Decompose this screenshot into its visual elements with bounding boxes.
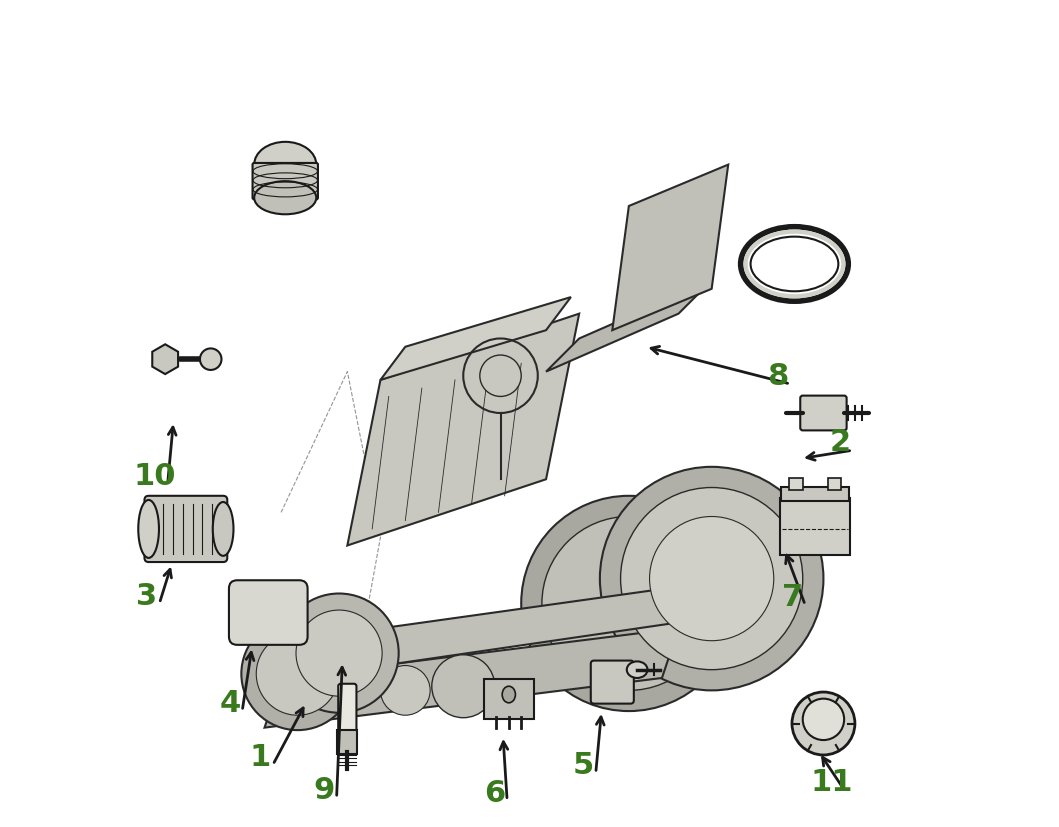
Polygon shape <box>380 298 571 380</box>
Text: 6: 6 <box>484 777 505 807</box>
Text: 4: 4 <box>219 688 240 718</box>
Circle shape <box>803 699 844 740</box>
FancyBboxPatch shape <box>144 496 228 562</box>
Text: 9: 9 <box>313 775 335 805</box>
FancyBboxPatch shape <box>782 487 849 501</box>
Text: 5: 5 <box>573 750 594 780</box>
FancyBboxPatch shape <box>484 679 534 719</box>
Polygon shape <box>298 579 736 678</box>
FancyBboxPatch shape <box>252 164 318 200</box>
FancyBboxPatch shape <box>790 479 803 490</box>
Polygon shape <box>546 281 712 372</box>
Ellipse shape <box>213 503 233 556</box>
Text: 2: 2 <box>829 428 850 457</box>
Ellipse shape <box>627 662 647 678</box>
Text: 11: 11 <box>810 767 852 796</box>
Text: 7: 7 <box>783 582 804 612</box>
FancyBboxPatch shape <box>338 730 357 754</box>
Circle shape <box>241 618 354 730</box>
Circle shape <box>621 488 803 670</box>
Circle shape <box>380 666 430 715</box>
Circle shape <box>256 633 339 715</box>
Ellipse shape <box>502 686 516 703</box>
FancyBboxPatch shape <box>229 581 307 645</box>
FancyBboxPatch shape <box>827 479 841 490</box>
Circle shape <box>649 517 774 641</box>
Circle shape <box>521 496 736 711</box>
Polygon shape <box>347 314 579 546</box>
FancyBboxPatch shape <box>591 661 634 704</box>
Text: 10: 10 <box>134 461 177 490</box>
Ellipse shape <box>139 500 159 558</box>
Circle shape <box>792 692 855 755</box>
Ellipse shape <box>254 142 317 188</box>
Circle shape <box>432 655 495 718</box>
Circle shape <box>200 349 221 370</box>
FancyBboxPatch shape <box>801 396 846 431</box>
Circle shape <box>542 517 716 691</box>
Circle shape <box>480 356 521 397</box>
Circle shape <box>280 594 398 713</box>
Polygon shape <box>612 165 729 331</box>
Text: 1: 1 <box>250 742 271 772</box>
FancyBboxPatch shape <box>338 684 357 739</box>
Text: 8: 8 <box>768 361 789 391</box>
Circle shape <box>297 610 382 696</box>
Ellipse shape <box>254 182 317 215</box>
Polygon shape <box>265 629 679 728</box>
FancyBboxPatch shape <box>780 499 850 556</box>
Circle shape <box>599 467 824 691</box>
Text: 3: 3 <box>137 581 158 610</box>
